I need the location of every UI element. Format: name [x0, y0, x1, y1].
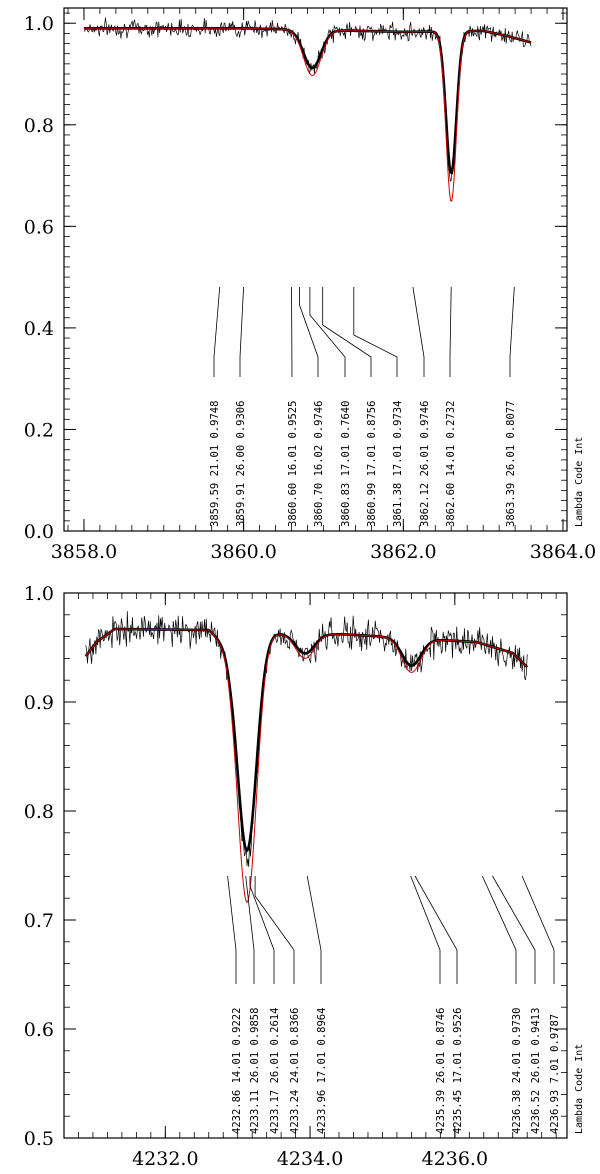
line-id-connector — [299, 287, 319, 377]
line-id-label: 3862.12 26.01 0.9746 — [419, 401, 431, 527]
line-id-connector — [306, 875, 322, 984]
line-id-label: 4233.11 26.01 0.9858 — [249, 1008, 261, 1134]
line-id-label: 4232.86 14.01 0.9222 — [231, 1008, 243, 1134]
line-id-label: 4233.24 24.01 0.8366 — [289, 1008, 301, 1134]
alt-model-spectrum-line — [83, 27, 532, 202]
line-id-label: 3862.60 14.01 0.2732 — [445, 401, 457, 527]
line-id-label: 3860.83 17.01 0.7640 — [340, 401, 352, 527]
model-spectrum-line — [83, 27, 532, 175]
y-tick-label: 0.8 — [24, 115, 54, 137]
line-id-label: 3859.91 26.00 0.9306 — [235, 401, 247, 527]
line-id-connector — [254, 876, 295, 984]
line-id-label: 4236.93 7.01 0.9787 — [549, 1014, 561, 1134]
line-id-connector — [249, 876, 275, 984]
y-tick-label: 0.6 — [24, 216, 54, 238]
line-id-connector — [353, 287, 398, 377]
x-tick-label: 3862.0 — [370, 541, 436, 563]
observed-spectrum-line — [85, 611, 528, 867]
x-tick-label: 3860.0 — [210, 541, 276, 563]
line-id-label: 4235.39 26.01 0.8746 — [435, 1008, 447, 1134]
side-label: Lambda Code Int — [574, 437, 585, 527]
x-tick-label: 3864.0 — [530, 541, 596, 563]
y-tick-label: 0.0 — [24, 521, 54, 543]
y-tick-label: 0.9 — [24, 692, 54, 714]
model-spectrum-dashed-line — [85, 628, 528, 852]
side-label: Lambda Code Int — [574, 1044, 585, 1134]
line-id-connector — [414, 875, 458, 984]
line-id-connector — [245, 875, 255, 984]
y-tick-label: 0.4 — [24, 318, 54, 340]
line-id-connector — [492, 875, 536, 984]
plot-frame — [63, 592, 568, 1139]
alt-model-spectrum-line — [85, 628, 528, 904]
panel-bottom: 0.5 0.6 0.7 0.8 0.9 1.0 4232.0 4234.0 4236.0 4232… — [24, 583, 585, 1170]
line-id-label: 3859.59 21.01 0.9748 — [209, 401, 221, 527]
y-tick-label: 0.6 — [24, 1019, 54, 1041]
model-spectrum-dashed-line — [83, 27, 532, 174]
line-id-label: 3860.60 16.01 0.9525 — [287, 401, 299, 527]
line-id-label: 3863.39 26.01 0.8077 — [505, 401, 517, 527]
y-tick-label: 0.7 — [24, 910, 54, 932]
line-id-label: 4235.45 17.01 0.9526 — [452, 1008, 464, 1134]
line-id-connector — [521, 875, 555, 984]
y-tick-label: 1.0 — [24, 583, 54, 605]
x-tick-label: 4232.0 — [132, 1148, 198, 1170]
y-tick-label: 0.5 — [24, 1128, 54, 1150]
model-spectrum-line — [84, 627, 529, 853]
line-id-label: 4233.96 17.01 0.8964 — [316, 1008, 328, 1134]
y-tick-label: 0.8 — [24, 801, 54, 823]
line-id-connector — [449, 286, 452, 377]
x-tick-label: 4236.0 — [422, 1148, 488, 1170]
line-id-connector — [239, 286, 244, 377]
line-id-connector — [509, 286, 515, 377]
line-id-connector — [410, 875, 441, 984]
y-tick-label: 1.0 — [24, 13, 54, 35]
line-id-connector — [213, 286, 221, 377]
x-tick-label: 3858.0 — [51, 541, 117, 563]
line-id-label: 3860.99 17.01 0.8756 — [366, 401, 378, 527]
line-id-label: 3860.70 16.02 0.9746 — [313, 401, 325, 527]
line-id-connector — [412, 286, 425, 377]
panel-top: 0.0 0.2 0.4 0.6 0.8 1.0 3858.0 3860.0 3862.0 3864… — [24, 7, 596, 563]
line-id-connector — [227, 875, 237, 984]
line-id-label: 3861.38 17.01 0.9734 — [392, 401, 404, 527]
line-id-connector — [309, 287, 346, 377]
line-id-label: 4236.38 24.01 0.9730 — [511, 1008, 523, 1134]
plot-frame — [63, 7, 568, 532]
line-id-connector — [322, 287, 372, 377]
y-tick-label: 0.2 — [24, 419, 54, 441]
line-id-label: 4236.52 26.01 0.9413 — [530, 1008, 542, 1134]
line-id-connector — [291, 286, 293, 378]
line-id-connector — [481, 875, 517, 984]
x-tick-label: 4234.0 — [277, 1148, 343, 1170]
line-id-label: 4233.17 26.01 0.2614 — [269, 1008, 281, 1134]
